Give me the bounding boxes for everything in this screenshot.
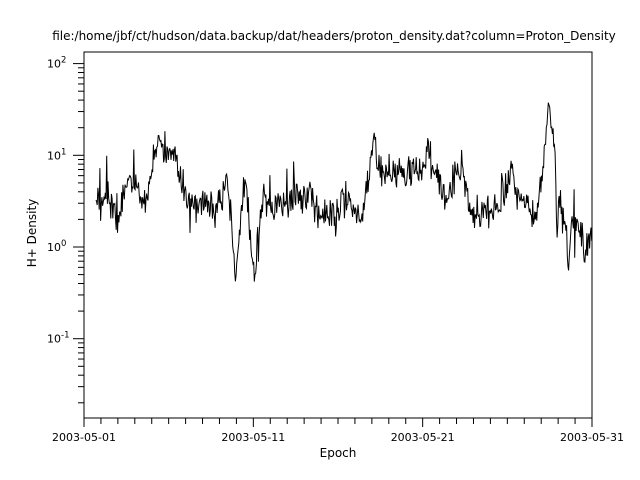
y-axis-label: H+ Density [25,199,39,268]
plot-title: file:/home/jbf/ct/hudson/data.backup/dat… [52,29,616,43]
x-tick-label: 2003-05-31 [560,431,624,444]
y-tick-label: 100 [47,239,66,254]
plot-frame [83,51,593,419]
y-axis-ticks: 102 101 100 10-1 [47,56,84,404]
y-tick-label: 101 [47,147,66,162]
plot-area[interactable] [84,52,592,418]
x-axis-ticks: 2003-05-01 2003-05-11 2003-05-21 2003-05-31 [52,418,624,444]
y-tick-label: 10-1 [47,331,69,346]
data-series-line [95,102,592,282]
x-axis-label: Epoch [320,446,357,460]
x-tick-label: 2003-05-21 [391,431,455,444]
x-tick-label: 2003-05-11 [221,431,285,444]
y-tick-label: 102 [47,56,66,71]
x-tick-label: 2003-05-01 [52,431,116,444]
